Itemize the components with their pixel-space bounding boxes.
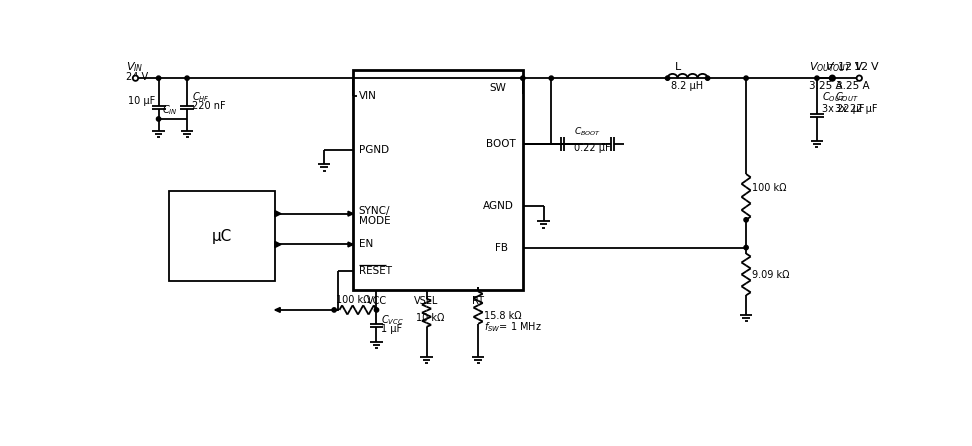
Circle shape xyxy=(549,76,553,80)
Text: L: L xyxy=(676,62,681,72)
Text: 8.2 μH: 8.2 μH xyxy=(672,81,704,91)
Text: PGND: PGND xyxy=(359,145,389,155)
Circle shape xyxy=(521,76,525,80)
Text: 9.09 kΩ: 9.09 kΩ xyxy=(752,269,789,280)
Text: $C_{OUT}$: $C_{OUT}$ xyxy=(822,90,846,103)
Text: 0.22 μF: 0.22 μF xyxy=(574,143,611,153)
Text: $C_{BOOT}$: $C_{BOOT}$ xyxy=(574,126,602,138)
Text: $V_{OUT}$ 12 V: $V_{OUT}$ 12 V xyxy=(810,61,864,74)
Text: $f_{SW}$= 1 MHz: $f_{SW}$= 1 MHz xyxy=(483,320,541,334)
Circle shape xyxy=(815,76,819,80)
Bar xyxy=(354,70,523,290)
Polygon shape xyxy=(275,211,281,217)
Text: 100 kΩ: 100 kΩ xyxy=(335,295,370,305)
Text: EN: EN xyxy=(359,240,373,249)
Text: $V_{OUT}$ 12 V: $V_{OUT}$ 12 V xyxy=(824,61,880,74)
Text: 3x 22 μF: 3x 22 μF xyxy=(835,104,877,114)
Text: 1 μF: 1 μF xyxy=(381,324,402,334)
Text: $C_{HF}$: $C_{HF}$ xyxy=(191,90,210,103)
Polygon shape xyxy=(275,307,280,312)
Text: 3.25 A: 3.25 A xyxy=(836,81,870,91)
Circle shape xyxy=(830,75,835,81)
Text: 15.8 kΩ: 15.8 kΩ xyxy=(483,311,521,321)
Text: $C_{IN}$: $C_{IN}$ xyxy=(162,103,178,117)
Circle shape xyxy=(156,76,160,80)
Text: MODE: MODE xyxy=(359,216,391,227)
Text: $C_{OUT}$: $C_{OUT}$ xyxy=(835,90,858,103)
Circle shape xyxy=(744,245,748,250)
Text: AGND: AGND xyxy=(483,201,513,211)
Text: 3x 22 μF: 3x 22 μF xyxy=(822,104,865,114)
Text: 10 kΩ: 10 kΩ xyxy=(416,313,444,322)
Text: VIN: VIN xyxy=(359,91,377,101)
Text: $C_{VCC}$: $C_{VCC}$ xyxy=(381,313,404,327)
Text: 3.25 A: 3.25 A xyxy=(810,81,843,91)
Circle shape xyxy=(830,76,835,80)
Text: $V_{IN}$: $V_{IN}$ xyxy=(126,61,144,74)
Circle shape xyxy=(744,76,748,80)
Circle shape xyxy=(744,218,748,222)
Text: VSEL: VSEL xyxy=(414,296,438,306)
Text: 24 V: 24 V xyxy=(126,72,149,82)
Text: 10 μF: 10 μF xyxy=(127,96,155,106)
Polygon shape xyxy=(348,242,354,247)
Circle shape xyxy=(706,76,710,80)
Text: 100 kΩ: 100 kΩ xyxy=(752,183,786,193)
Circle shape xyxy=(185,76,190,80)
Text: RESET: RESET xyxy=(359,266,392,276)
Circle shape xyxy=(374,308,379,312)
Text: SYNC/: SYNC/ xyxy=(359,206,391,216)
Text: BOOT: BOOT xyxy=(486,140,515,149)
Text: RT: RT xyxy=(472,296,484,306)
Text: μC: μC xyxy=(212,228,232,244)
Circle shape xyxy=(133,75,138,81)
Circle shape xyxy=(332,308,336,312)
Text: SW: SW xyxy=(489,83,505,93)
Text: 220 nF: 220 nF xyxy=(191,101,226,111)
Text: FB: FB xyxy=(495,243,508,252)
Polygon shape xyxy=(275,241,281,248)
Circle shape xyxy=(856,75,862,81)
Polygon shape xyxy=(348,211,354,216)
Bar xyxy=(168,190,275,281)
Circle shape xyxy=(666,76,670,80)
Circle shape xyxy=(156,117,160,121)
Text: VCC: VCC xyxy=(366,296,387,306)
